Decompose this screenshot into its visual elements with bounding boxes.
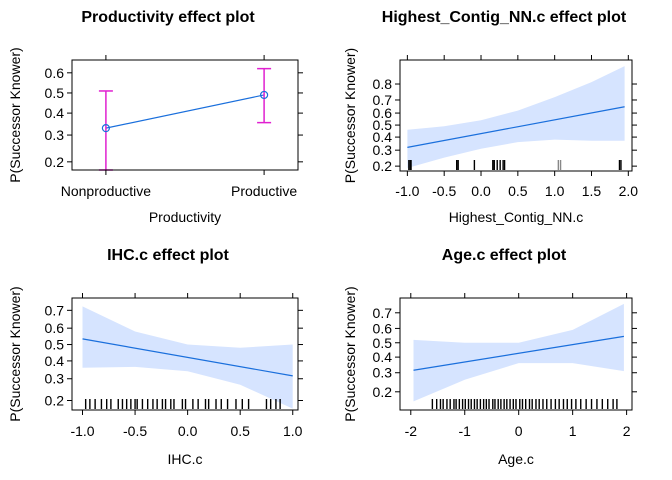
x-tick-label: 0.0 (178, 423, 198, 439)
panel-title: Age.c effect plot (442, 247, 567, 264)
x-tick-label: 0.5 (508, 183, 528, 199)
x-tick-label: 0.5 (230, 423, 250, 439)
error-bar (257, 67, 272, 124)
rug (84, 399, 281, 409)
panel-title: Highest_Contig_NN.c effect plot (382, 9, 627, 26)
y-tick-label: 0.4 (373, 129, 393, 145)
y-tick-label: 0.6 (373, 320, 393, 336)
x-tick-label: -0.5 (123, 423, 147, 439)
x-tick-label: 1 (569, 423, 577, 439)
y-axis-label: P(Successor Knower) (342, 286, 358, 421)
data-point (101, 124, 111, 133)
rug (408, 160, 622, 170)
x-tick-label: 2.0 (619, 183, 639, 199)
y-tick-label: 0.7 (45, 302, 65, 318)
fit-line (413, 335, 625, 371)
y-tick-label: 0.7 (373, 305, 393, 321)
x-tick-label: 2 (623, 423, 631, 439)
x-axis-label: IHC.c (168, 451, 203, 467)
y-tick-label: 0.2 (45, 154, 65, 170)
plot-frame (399, 59, 633, 172)
y-tick-label: 0.5 (373, 335, 393, 351)
x-tick-label: -1.0 (395, 183, 419, 199)
y-tick-label: 0.5 (373, 117, 393, 133)
y-tick-label: 0.6 (373, 105, 393, 121)
y-tick-label: 0.4 (45, 105, 65, 121)
x-tick-label: -0.5 (432, 183, 456, 199)
y-tick-label: 0.4 (373, 349, 393, 365)
y-axis-label: P(Successor Knower) (7, 286, 23, 421)
y-tick-label: 0.3 (373, 142, 393, 158)
y-tick-label: 0.4 (45, 353, 65, 369)
x-tick-label: 1.0 (283, 423, 303, 439)
x-tick-label: Nonproductive (61, 183, 151, 199)
plot-frame (399, 297, 633, 411)
y-tick-label: 0.2 (45, 393, 65, 409)
panel-title: IHC.c effect plot (107, 247, 229, 264)
y-axis-label: P(Successor Knower) (7, 47, 23, 182)
y-tick-label: 0.5 (45, 337, 65, 353)
y-tick-label: 0.6 (45, 65, 65, 81)
plot-frame (71, 297, 299, 411)
y-tick-label: 0.3 (45, 371, 65, 387)
x-tick-label: 1.0 (545, 183, 565, 199)
x-axis-label: Age.c (498, 451, 534, 467)
y-tick-label: 0.8 (373, 76, 393, 92)
effect-plot-panel-1: Productivity effect plot Productivity P(Su… (7, 9, 303, 225)
panel-title: Productivity effect plot (81, 9, 255, 26)
x-tick-label: Productive (231, 183, 297, 199)
confidence-band (413, 303, 624, 402)
confidence-band (407, 66, 625, 168)
y-tick-label: 0.3 (45, 127, 65, 143)
x-tick-label: -1 (459, 423, 472, 439)
y-axis-label: P(Successor Knower) (342, 48, 358, 183)
error-bar (98, 90, 113, 171)
y-tick-label: 0.3 (373, 365, 393, 381)
x-tick-label: 1.5 (582, 183, 602, 199)
x-tick-label: 0 (515, 423, 523, 439)
fit-line (407, 106, 625, 148)
y-tick-label: 0.2 (373, 158, 393, 174)
x-axis-label: Highest_Contig_NN.c (449, 209, 584, 225)
data-point (260, 90, 269, 100)
effect-plot-panel-4: Age.c effect plot Age.c P(Successor Knower… (342, 247, 637, 467)
x-tick-label: -1.0 (70, 423, 94, 439)
y-tick-label: 0.5 (45, 85, 65, 101)
y-tick-label: 0.2 (373, 384, 393, 400)
effect-plot-panel-3: IHC.c effect plot IHC.c P(Successor Knower… (7, 247, 303, 467)
x-tick-label: 0.0 (471, 183, 491, 199)
fit-line (82, 338, 293, 377)
effect-plot-panel-2: Highest_Contig_NN.c effect plot Highest_C… (342, 9, 638, 225)
x-tick-label: -2 (405, 423, 418, 439)
y-tick-label: 0.7 (373, 92, 393, 108)
effect-line (105, 94, 265, 129)
plot-frame (71, 59, 299, 171)
rug (431, 399, 618, 409)
x-axis-label: Productivity (149, 209, 221, 225)
y-tick-label: 0.6 (45, 320, 65, 336)
